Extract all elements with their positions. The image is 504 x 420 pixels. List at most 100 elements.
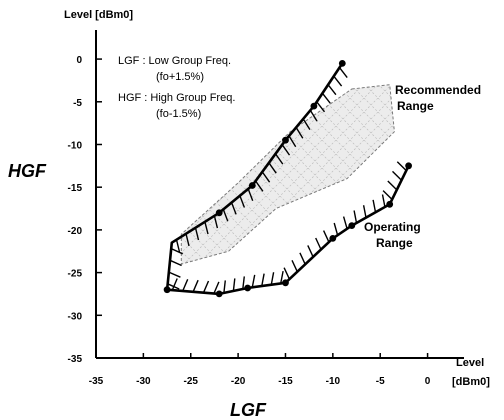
hatch-mark [280, 270, 284, 284]
hatch-mark [182, 279, 189, 292]
hatch-mark [302, 118, 311, 130]
hatch-mark [270, 272, 275, 285]
operating-range-label-line1: Operating [364, 220, 421, 234]
hatch-mark [230, 202, 237, 215]
recommended-range-label-line1: Recommended [395, 83, 481, 97]
hatch-mark [392, 170, 402, 181]
hatch-mark [185, 233, 190, 247]
hatch-mark [299, 252, 306, 265]
hatch-mark [342, 216, 348, 229]
operating-range-point [248, 182, 256, 189]
hatch-mark [175, 239, 181, 253]
x-tick-label: -20 [231, 376, 246, 387]
y-tick-label: 0 [76, 55, 82, 66]
hatch-mark [223, 280, 226, 293]
hatch-mark [204, 221, 209, 235]
x-tick-label: -10 [326, 376, 341, 387]
x-tick-label: -35 [89, 376, 104, 387]
recommended-range-label-line2: Range [397, 99, 434, 113]
legend-note-hgf: HGF : High Group Freq. [118, 92, 235, 104]
hatch-mark [372, 199, 377, 213]
hatch-mark [170, 247, 183, 255]
operating-range-point [338, 60, 346, 67]
y-tick-label: -30 [68, 311, 83, 322]
hatch-mark [322, 230, 330, 243]
hatch-mark [353, 210, 358, 224]
hatch-mark [338, 67, 348, 79]
operating-range-point [310, 102, 318, 110]
hatch-mark [251, 274, 256, 288]
hatch-mark [281, 144, 291, 156]
x-unit-label-bottom: [dBm0] [452, 376, 490, 388]
y-tick-label: -35 [68, 354, 83, 365]
axes [95, 30, 464, 359]
ticks: 0 -5 -10 -15 -20 -25 -30 -35 -35 -30 -25 -20 -15 -10 -… [68, 55, 431, 387]
recommended-range-area [180, 84, 395, 265]
hatch-mark [239, 195, 246, 208]
hatch-mark [283, 267, 291, 280]
operating-range-markers [163, 60, 412, 298]
hatch-mark [307, 245, 314, 258]
y-unit-label: Level [dBm0] [64, 9, 133, 21]
hatch-mark [261, 171, 271, 183]
legend-note-lgf-detail: (fo+1.5%) [156, 71, 204, 83]
hatch-mark [261, 273, 265, 287]
recommended-range [180, 84, 395, 265]
y-tick-label: -20 [68, 226, 83, 237]
x-tick-label: -30 [136, 376, 151, 387]
hatch-mark [315, 237, 322, 250]
hatch-mark [309, 109, 318, 122]
hatch-mark [382, 190, 393, 200]
operating-range-point [405, 162, 412, 170]
hatch-mark [192, 279, 199, 293]
operating-range-point [244, 284, 252, 292]
hatch-mark [213, 215, 219, 229]
hatch-mark [333, 75, 343, 87]
operating-range-point [163, 286, 171, 294]
operating-range-boundary [165, 62, 410, 296]
hatch-mark [232, 278, 236, 292]
y-tick-label: -5 [73, 98, 82, 109]
operating-range-point [215, 290, 223, 298]
hatch-mark [316, 101, 326, 113]
y-tick-label: -15 [68, 183, 83, 194]
hatch-mark [387, 180, 398, 191]
hatch-mark [288, 135, 297, 148]
x-tick-label: 0 [425, 376, 431, 387]
operating-range-point [348, 222, 356, 230]
x-tick-label: -25 [184, 376, 199, 387]
hatch-mark [274, 153, 284, 165]
operating-range-point [282, 279, 289, 287]
hatch-mark [255, 180, 264, 192]
hatch-mark [268, 162, 277, 174]
hatch-mark [247, 188, 254, 201]
hatch-mark [327, 84, 337, 96]
operating-range-label-line2: Range [376, 236, 413, 250]
operating-range-hatch-marks [167, 67, 407, 294]
legend-note-hgf-detail: (fo-1.5%) [156, 108, 201, 120]
operating-range-point [282, 136, 289, 144]
hatch-mark [171, 278, 178, 291]
y-tick-label: -25 [68, 269, 83, 280]
operating-range [163, 60, 412, 298]
hatch-mark [295, 127, 304, 139]
hatch-mark [169, 259, 182, 267]
x-axis-title: LGF [230, 400, 267, 420]
y-tick-label: -10 [68, 140, 83, 151]
legend-note-lgf: LGF : Low Group Freq. [118, 55, 231, 67]
hatch-mark [291, 260, 298, 272]
hatch-mark [396, 161, 407, 172]
hatch-mark [362, 205, 367, 218]
hatch-mark [333, 222, 339, 236]
hatch-mark [168, 271, 181, 278]
operating-range-point [329, 235, 337, 242]
hatch-mark [381, 194, 386, 208]
hatch-mark [202, 280, 210, 293]
operating-range-point [386, 200, 394, 208]
x-tick-label: -5 [376, 376, 385, 387]
hatch-mark [321, 92, 331, 104]
hatch-mark [213, 281, 220, 294]
hatch-mark [222, 209, 229, 222]
hatch-mark [242, 276, 245, 290]
